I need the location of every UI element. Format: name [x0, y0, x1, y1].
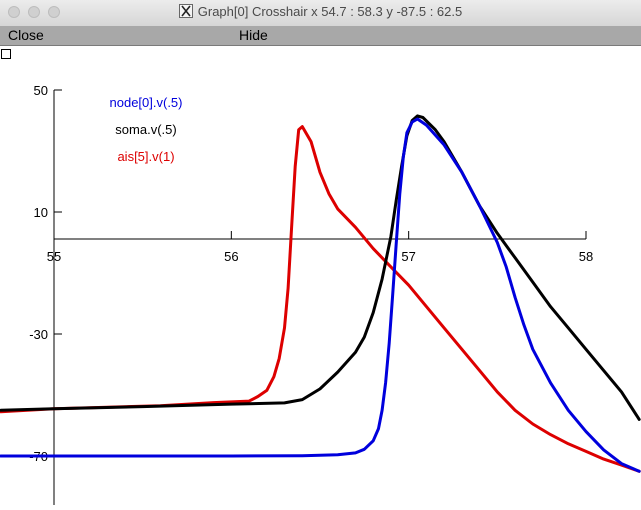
- close-button[interactable]: Close: [8, 27, 44, 43]
- x-tick-label: 58: [579, 249, 593, 264]
- series-lines: [0, 114, 641, 473]
- series-line-0: [0, 117, 641, 473]
- close-window-icon[interactable]: [8, 6, 20, 18]
- graph-menu-box[interactable]: [1, 49, 11, 59]
- minimize-window-icon[interactable]: [28, 6, 40, 18]
- legend-entry-0: node[0].v(.5): [110, 95, 183, 110]
- series-line-2: [0, 125, 641, 473]
- y-tick-label: 50: [34, 83, 48, 98]
- series-line-1: [0, 114, 641, 421]
- x-tick-label: 55: [47, 249, 61, 264]
- x-tick-label: 56: [224, 249, 238, 264]
- y-tick-label: -30: [29, 327, 48, 342]
- window-title: Graph[0] Crosshair x 54.7 : 58.3 y -87.5…: [197, 4, 463, 19]
- x-tick-label: 57: [401, 249, 415, 264]
- zoom-window-icon[interactable]: [48, 6, 60, 18]
- legend-entry-1: soma.v(.5): [115, 122, 176, 137]
- window-title-group: Graph[0] Crosshair x 54.7 : 58.3 y -87.5…: [0, 4, 641, 19]
- legend: node[0].v(.5) soma.v(.5) ais[5].v(1): [110, 95, 183, 164]
- y-tick-label: 10: [34, 205, 48, 220]
- menu-bar: Close Hide: [0, 26, 641, 46]
- hide-button[interactable]: Hide: [239, 27, 268, 43]
- legend-entry-2: ais[5].v(1): [117, 149, 174, 164]
- x11-icon: [178, 4, 193, 18]
